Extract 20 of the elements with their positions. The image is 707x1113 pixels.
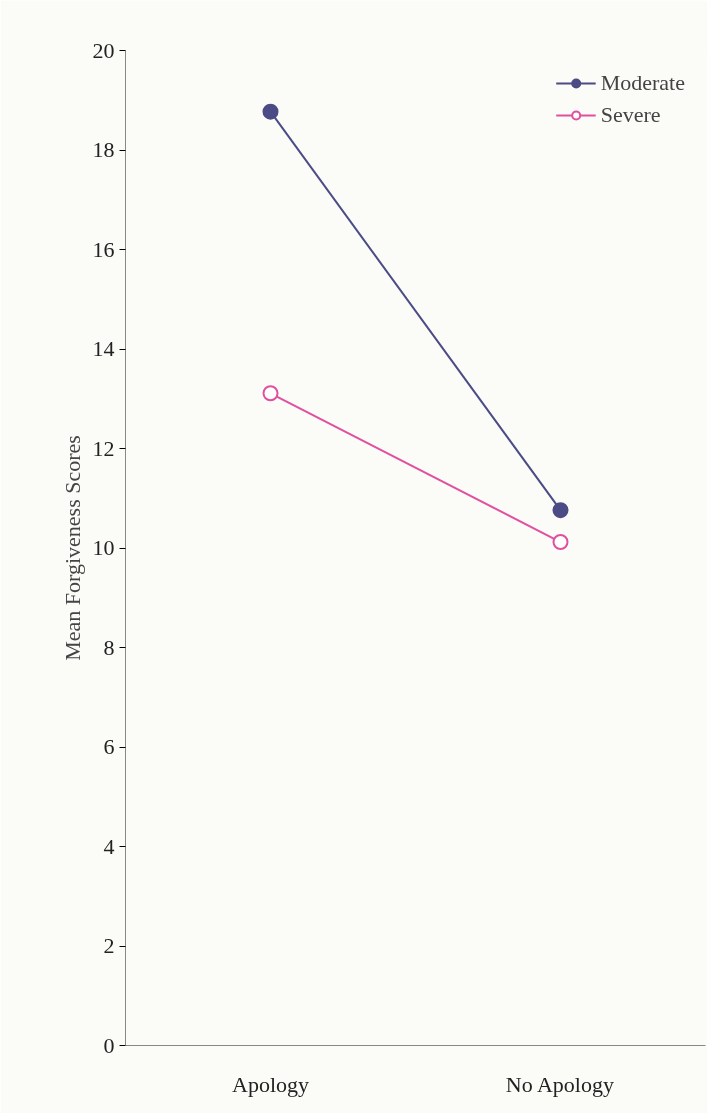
point <box>262 103 279 120</box>
y-tick-label: 0 <box>103 1032 115 1058</box>
legend-label: Severe <box>600 102 661 128</box>
x-tick-label: No Apology <box>505 1071 614 1097</box>
x-tick-label: Apology <box>232 1071 309 1097</box>
legend-label: Moderate <box>600 70 685 96</box>
y-tick-label: 4 <box>103 833 115 859</box>
y-tick-label: 20 <box>92 37 115 63</box>
y-tick-label: 16 <box>92 236 115 262</box>
y-axis-title: Mean Forgiveness Scores <box>59 435 85 661</box>
y-tick-label: 8 <box>103 634 115 660</box>
y-tick-label: 2 <box>103 933 115 958</box>
y-tick-label: 6 <box>103 734 115 759</box>
point <box>262 385 279 402</box>
y-tick-label: 14 <box>92 336 115 361</box>
point <box>552 502 569 519</box>
y-tick-label: 10 <box>92 535 115 560</box>
y-tick-label: 12 <box>92 435 115 461</box>
y-tick-label: 18 <box>92 137 115 162</box>
point <box>552 534 569 551</box>
